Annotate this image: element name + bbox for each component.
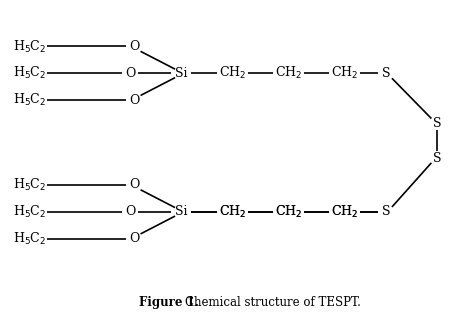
Text: S: S — [382, 205, 390, 218]
Text: CH$_2$: CH$_2$ — [219, 204, 246, 220]
Text: O: O — [125, 205, 135, 218]
Text: CH$_2$: CH$_2$ — [330, 204, 358, 220]
Text: O: O — [125, 67, 135, 80]
Text: H$_5$C$_2$: H$_5$C$_2$ — [13, 65, 46, 82]
Text: S: S — [382, 67, 390, 80]
Text: O: O — [129, 40, 140, 53]
Text: CH$_2$: CH$_2$ — [219, 65, 246, 82]
Text: H$_5$C$_2$: H$_5$C$_2$ — [13, 92, 46, 108]
Text: H$_5$C$_2$: H$_5$C$_2$ — [13, 177, 46, 193]
Text: Si: Si — [175, 205, 188, 218]
Text: Figure 1.: Figure 1. — [139, 296, 199, 309]
Text: CH$_2$: CH$_2$ — [330, 204, 358, 220]
Text: H$_5$C$_2$: H$_5$C$_2$ — [13, 39, 46, 55]
Text: CH$_2$: CH$_2$ — [275, 65, 302, 82]
Text: O: O — [129, 94, 140, 107]
Text: CH$_2$: CH$_2$ — [330, 65, 358, 82]
Text: CH$_2$: CH$_2$ — [219, 204, 246, 220]
Text: O: O — [129, 232, 140, 245]
Text: S: S — [433, 151, 441, 165]
Text: CH$_2$: CH$_2$ — [275, 204, 302, 220]
Text: CH$_2$: CH$_2$ — [275, 204, 302, 220]
Text: Si: Si — [175, 67, 188, 80]
Text: H$_5$C$_2$: H$_5$C$_2$ — [13, 204, 46, 220]
Text: S: S — [433, 117, 441, 130]
Text: O: O — [129, 179, 140, 191]
Text: Chemical structure of TESPT.: Chemical structure of TESPT. — [140, 296, 361, 309]
Text: H$_5$C$_2$: H$_5$C$_2$ — [13, 231, 46, 247]
